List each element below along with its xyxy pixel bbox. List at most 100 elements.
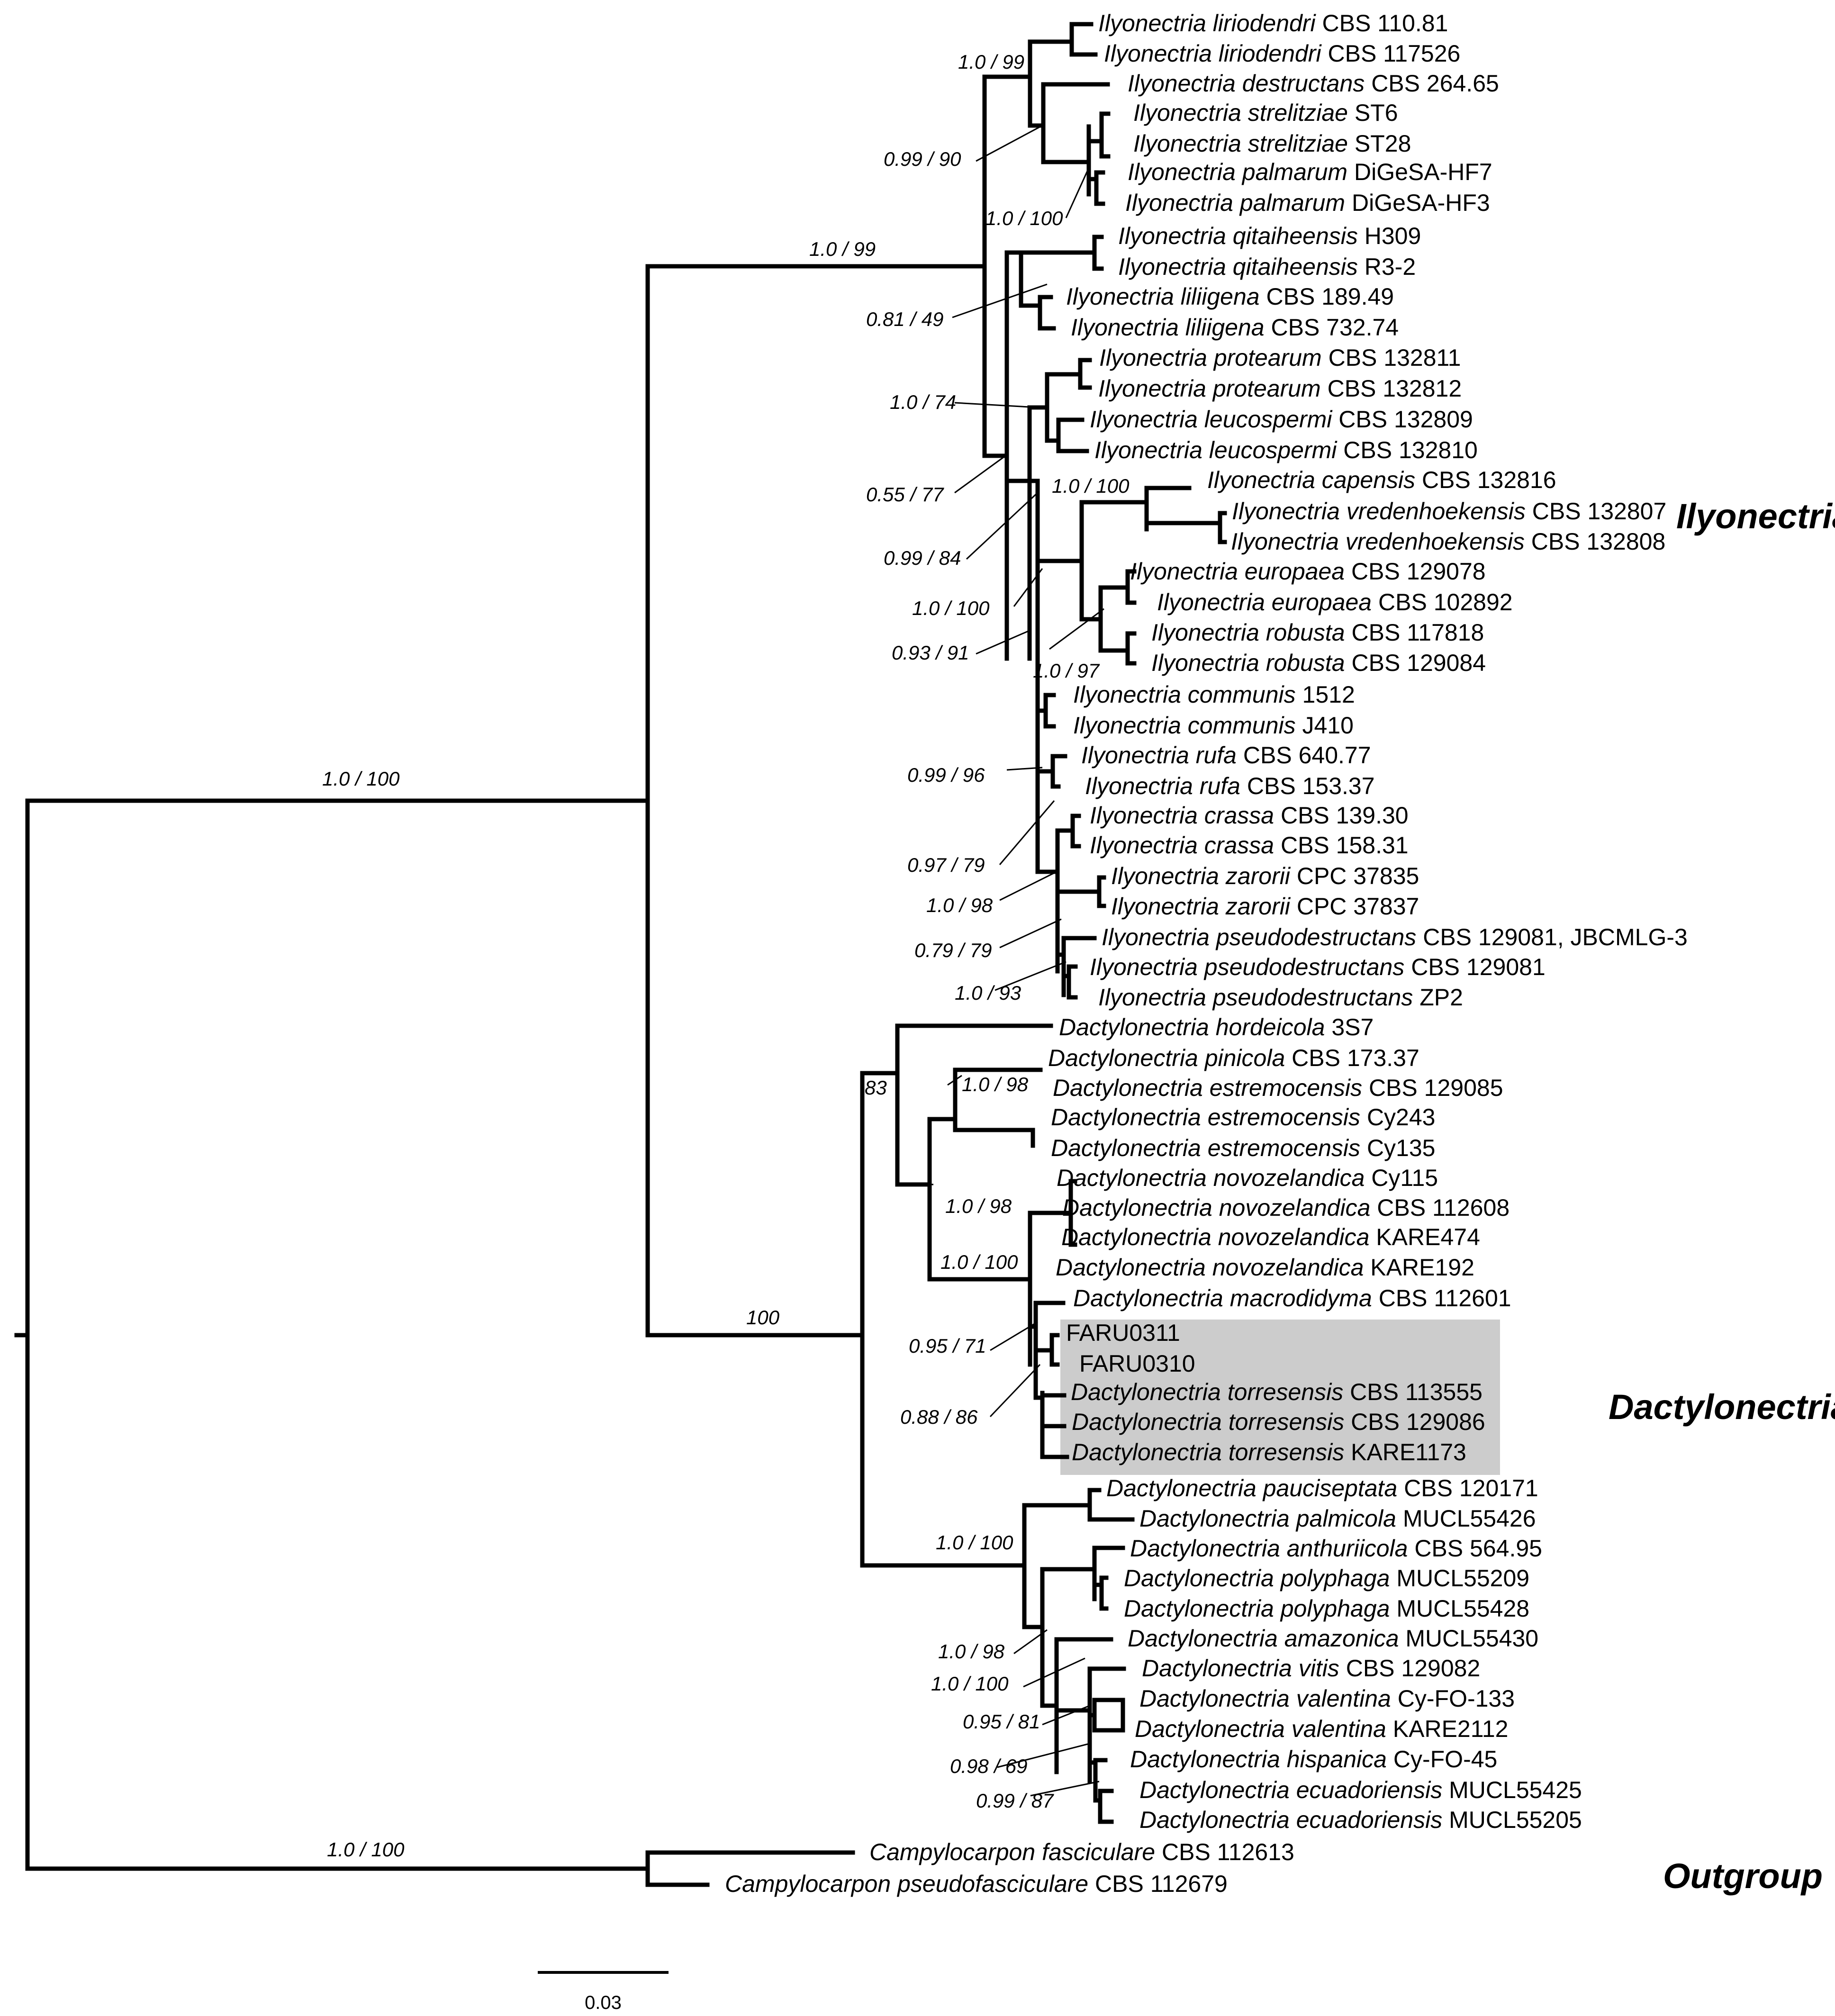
support-value: 0.95 / 71 [909,1335,986,1357]
tip-label: Ilyonectria liriodendri CBS 117526 [1104,40,1460,67]
support-leader-lines [914,125,1104,1797]
tip-label: Dactylonectria polyphaga MUCL55428 [1124,1595,1529,1622]
support-value: 1.0 / 100 [327,1838,405,1861]
tip-label: Dactylonectria novozelandica KARE192 [1056,1254,1474,1281]
support-value: 0.99 / 90 [884,148,961,170]
tip-label: Ilyonectria palmarum DiGeSA-HF3 [1125,190,1490,216]
scale-bar-label: 0.03 [585,1992,622,2013]
tip-label: Ilyonectria rufa CBS 640.77 [1081,742,1371,768]
tip-label: Dactylonectria estremocensis Cy135 [1051,1135,1435,1161]
support-value: 83 [865,1076,887,1099]
support-value: 1.0 / 100 [985,207,1063,229]
support-value: 1.0 / 100 [936,1531,1013,1554]
tip-label: Dactylonectria pinicola CBS 173.37 [1048,1045,1419,1071]
tip-label: Ilyonectria pseudodestructans ZP2 [1098,984,1463,1011]
support-value: 1.0 / 93 [955,982,1021,1004]
tip-labels: Ilyonectria liriodendri CBS 110.81 Ilyon… [725,10,1688,1897]
tip-label: Dactylonectria ecuadoriensis MUCL55205 [1139,1807,1582,1833]
tip-label: Campylocarpon fasciculare CBS 112613 [869,1839,1294,1865]
support-value: 0.97 / 79 [907,854,985,876]
tip-label: Dactylonectria macrodidyma CBS 112601 [1073,1285,1511,1311]
support-value: 1.0 / 98 [945,1195,1012,1217]
tip-label: Ilyonectria europaea CBS 102892 [1157,589,1513,615]
tip-label: Dactylonectria ecuadoriensis MUCL55425 [1139,1777,1582,1803]
tip-label: Dactylonectria hispanica Cy-FO-45 [1130,1746,1497,1772]
faru-highlight-box [1060,1320,1500,1475]
group-label-ilyonectria: Ilyonectria [1676,497,1835,536]
tip-label: Ilyonectria liriodendri CBS 110.81 [1098,10,1448,36]
tip-label: Ilyonectria qitaiheensis R3-2 [1118,253,1416,280]
tip-label: Dactylonectria estremocensis CBS 129085 [1053,1075,1503,1101]
support-value: 0.95 / 81 [963,1710,1040,1733]
tree-branches [14,22,1227,1887]
group-label-dactylonectria: Dactylonectria [1609,1387,1835,1427]
tip-label: Ilyonectria leucospermi CBS 132810 [1094,437,1478,463]
support-value: 1.0 / 98 [926,894,993,916]
tip-label: Dactylonectria vitis CBS 129082 [1142,1655,1480,1682]
tip-label: Dactylonectria torresensis CBS 113555 [1071,1379,1482,1405]
tip-label: Dactylonectria pauciseptata CBS 120171 [1106,1475,1538,1501]
tip-label: Ilyonectria europaea CBS 129078 [1130,558,1486,585]
tip-label: Ilyonectria strelitziae ST28 [1133,130,1411,157]
support-value: 0.55 / 77 [866,483,944,506]
tip-label: Dactylonectria valentina KARE2112 [1135,1716,1508,1742]
tip-label: Ilyonectria destructans CBS 264.65 [1128,70,1499,97]
tip-label: Ilyonectria zarorii CPC 37837 [1111,893,1419,920]
tip-label: Campylocarpon pseudofasciculare CBS 1126… [725,1871,1228,1897]
tip-label: Ilyonectria protearum CBS 132812 [1098,375,1462,402]
tip-label: Dactylonectria estremocensis Cy243 [1051,1104,1435,1130]
support-value: 1.0 / 97 [1033,660,1100,682]
tip-label: Dactylonectria torresensis CBS 129086 [1072,1409,1485,1435]
support-value: 1.0 / 99 [809,238,876,260]
tip-label: Dactylonectria anthuriicola CBS 564.95 [1130,1535,1542,1562]
support-value: 1.0 / 100 [940,1251,1018,1273]
tip-label: Ilyonectria crassa CBS 139.30 [1090,802,1409,829]
support-value: 0.99 / 87 [976,1790,1054,1812]
tip-label: Ilyonectria robusta CBS 117818 [1151,619,1484,646]
tip-label: Ilyonectria capensis CBS 132816 [1207,467,1556,493]
tip-label: Ilyonectria pseudodestructans CBS 129081… [1102,924,1688,950]
tip-label: Dactylonectria novozelandica Cy115 [1057,1165,1438,1191]
support-value: 1.0 / 98 [962,1073,1029,1095]
tip-label: Ilyonectria liliigena CBS 189.49 [1066,283,1394,310]
tip-label: Ilyonectria zarorii CPC 37835 [1111,863,1419,889]
support-value: 1.0 / 100 [322,768,400,790]
support-value: 100 [746,1306,780,1329]
support-value: 0.99 / 96 [907,764,985,786]
support-value: 0.81 / 49 [866,308,943,330]
tip-label: Ilyonectria communis J410 [1073,712,1354,739]
support-values: 1.0 / 99 0.99 / 90 1.0 / 100 1.0 / 99 0.… [322,51,1130,1861]
support-value: 1.0 / 98 [938,1640,1005,1663]
tip-label: Dactylonectria valentina Cy-FO-133 [1139,1685,1515,1712]
tip-label: FARU0310 [1079,1350,1195,1377]
tip-label: Ilyonectria liliigena CBS 732.74 [1071,314,1399,341]
support-value: 0.99 / 84 [884,547,961,569]
tip-label: Ilyonectria crassa CBS 158.31 [1090,832,1409,859]
tip-label: Dactylonectria hordeicola 3S7 [1059,1014,1374,1040]
tip-label: Ilyonectria robusta CBS 129084 [1151,650,1486,676]
tip-label: Dactylonectria polyphaga MUCL55209 [1124,1565,1529,1591]
tip-label: Ilyonectria pseudodestructans CBS 129081 [1090,954,1546,980]
support-value: 0.79 / 79 [914,939,992,961]
tip-label: Ilyonectria palmarum DiGeSA-HF7 [1128,159,1492,185]
tip-label: Ilyonectria strelitziae ST6 [1133,99,1398,126]
support-value: 0.88 / 86 [900,1406,978,1428]
tip-label: Ilyonectria vredenhoekensis CBS 132808 [1231,528,1665,555]
support-value: 1.0 / 99 [958,51,1024,73]
tip-label: Ilyonectria vredenhoekensis CBS 132807 [1232,498,1666,524]
tip-label: Ilyonectria leucospermi CBS 132809 [1090,406,1473,433]
support-value: 0.98 / 69 [950,1755,1027,1777]
support-value: 1.0 / 100 [912,597,990,619]
support-value: 1.0 / 74 [890,391,956,413]
tip-label: Ilyonectria communis 1512 [1073,681,1355,708]
tip-label: Ilyonectria rufa CBS 153.37 [1085,773,1375,799]
tip-label: Ilyonectria protearum CBS 132811 [1099,344,1461,371]
support-value: 1.0 / 100 [1052,475,1130,497]
support-value: 1.0 / 100 [931,1672,1009,1695]
tip-label: Dactylonectria palmicola MUCL55426 [1139,1505,1536,1532]
tip-label: Dactylonectria torresensis KARE1173 [1072,1439,1466,1465]
support-value: 0.93 / 91 [892,642,969,664]
group-label-outgroup: Outgroup [1663,1856,1823,1896]
tip-label: Dactylonectria novozelandica KARE474 [1061,1224,1480,1250]
